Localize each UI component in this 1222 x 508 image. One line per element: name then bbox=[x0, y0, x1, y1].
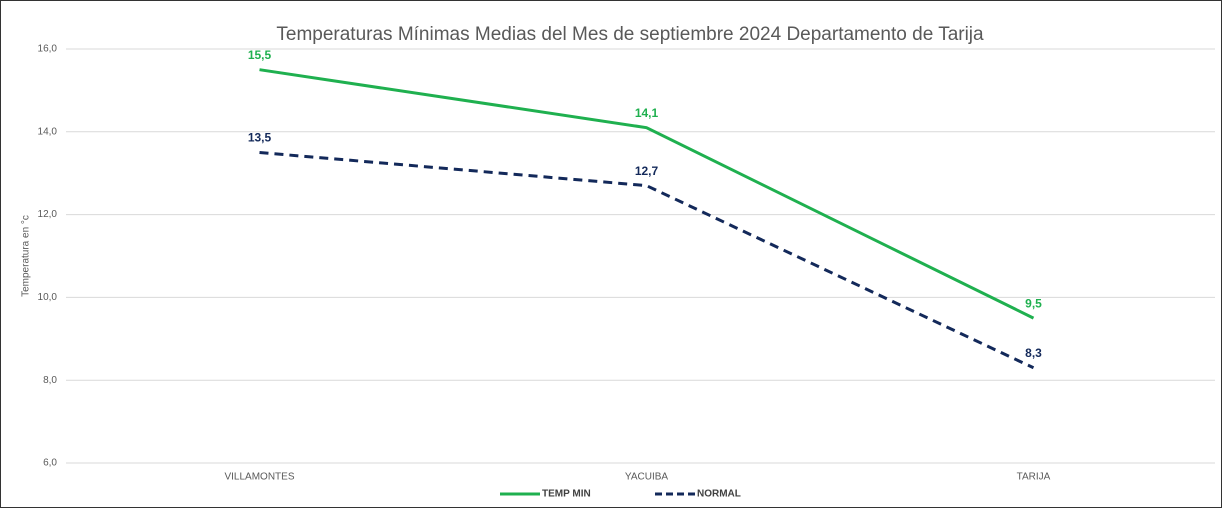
y-tick-label: 10,0 bbox=[38, 292, 58, 303]
legend-label: TEMP MIN bbox=[542, 489, 591, 500]
x-tick-label: VILLAMONTES bbox=[224, 472, 294, 483]
data-label: 9,5 bbox=[1025, 296, 1042, 310]
y-tick-label: 12,0 bbox=[38, 209, 58, 220]
y-tick-label: 16,0 bbox=[38, 44, 58, 55]
data-label: 12,7 bbox=[635, 164, 659, 178]
data-label: 8,3 bbox=[1025, 346, 1042, 360]
data-label: 13,5 bbox=[248, 131, 272, 145]
y-axis-label: Temperatura en °c bbox=[21, 215, 32, 297]
data-label: 15,5 bbox=[248, 48, 272, 62]
legend-label: NORMAL bbox=[697, 489, 741, 500]
x-tick-label: YACUIBA bbox=[625, 472, 668, 483]
x-tick-label: TARIJA bbox=[1017, 472, 1051, 483]
y-tick-label: 8,0 bbox=[43, 375, 57, 386]
series-line bbox=[259, 68, 1035, 320]
chart-title: Temperaturas Mínimas Medias del Mes de s… bbox=[276, 24, 984, 45]
y-tick-label: 6,0 bbox=[43, 458, 57, 469]
y-tick-label: 14,0 bbox=[38, 126, 58, 137]
data-label: 14,1 bbox=[635, 106, 659, 120]
